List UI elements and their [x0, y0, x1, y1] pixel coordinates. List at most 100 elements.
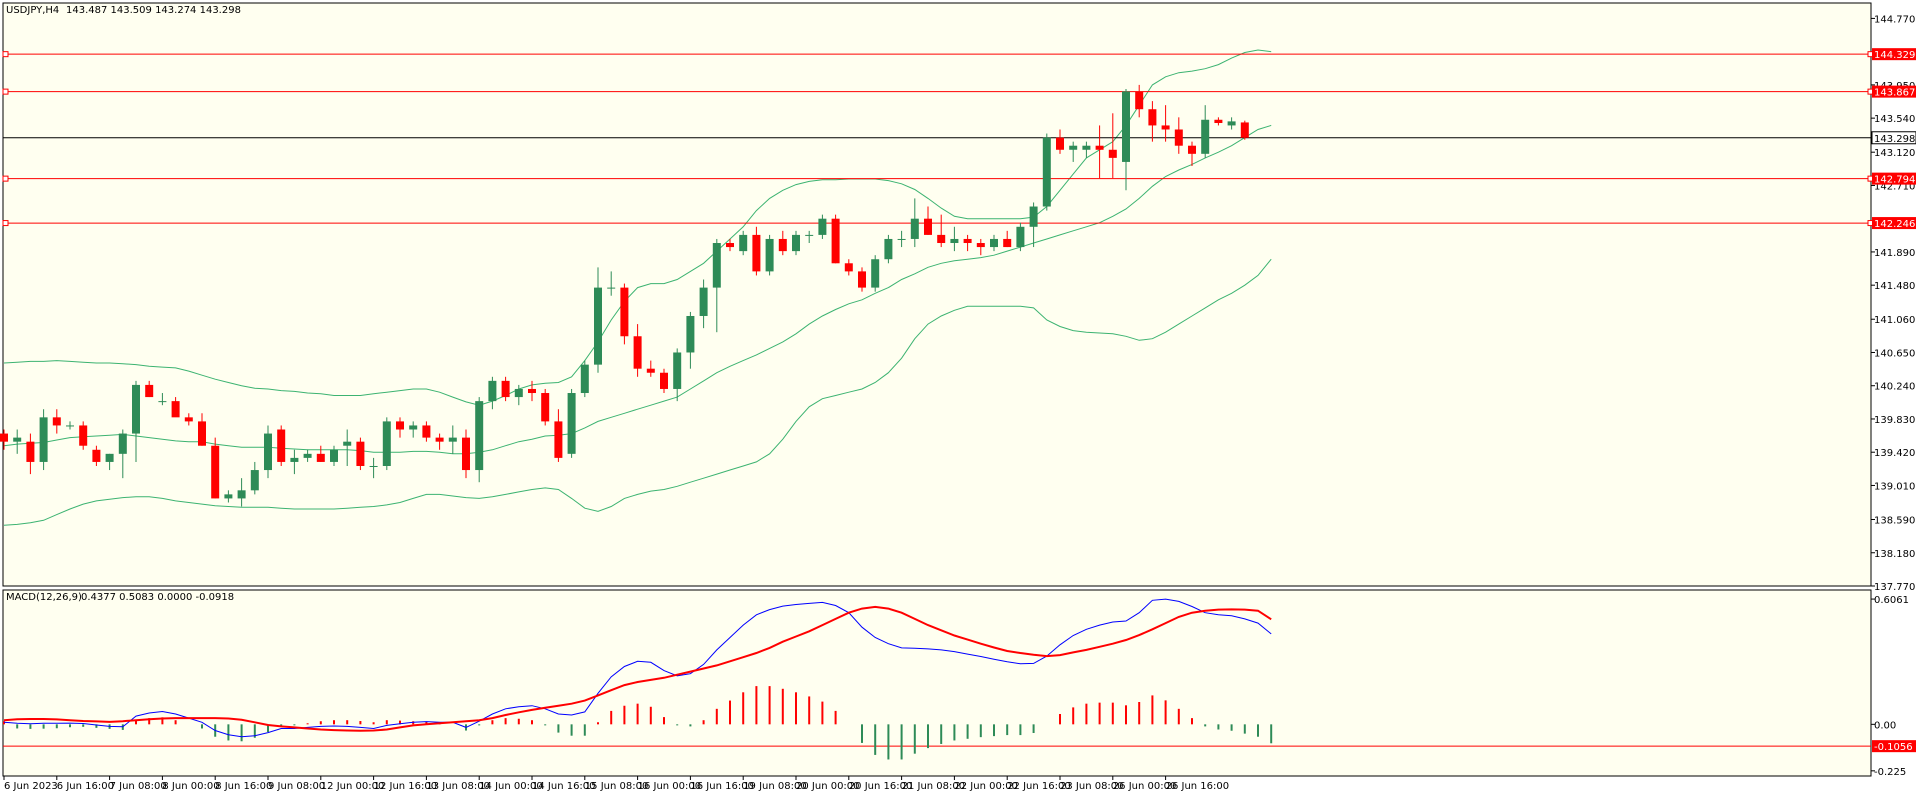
candle-body: [1135, 91, 1144, 110]
time-tick-label: 6 Jun 16:00: [57, 781, 114, 792]
bull-candle: [409, 421, 418, 438]
candle-body: [26, 441, 35, 462]
bear-candle: [422, 421, 431, 442]
candle-body: [594, 287, 602, 365]
candle-body: [343, 441, 352, 446]
level-price-label: 143.867: [1874, 88, 1915, 99]
candle-body: [290, 457, 299, 462]
candle-body: [1161, 125, 1170, 130]
price-panel[interactable]: [2, 2, 1872, 587]
level-handle-left[interactable]: [2, 88, 9, 95]
candle-body: [541, 393, 550, 422]
candle-body: [528, 388, 536, 394]
candle-body: [792, 234, 800, 252]
bull-candle: [382, 417, 391, 471]
bull-candle: [250, 461, 259, 495]
candle-body: [778, 238, 787, 252]
price-tick-label: 138.590: [1874, 516, 1915, 527]
bull-candle: [475, 397, 484, 483]
candle-body: [831, 218, 840, 264]
bull-candle: [369, 457, 378, 479]
level-price-tag: [1872, 85, 1916, 98]
bear-candle: [633, 324, 642, 377]
candle-body: [39, 417, 48, 462]
bear-candle: [1214, 117, 1223, 126]
candle-body: [184, 417, 193, 422]
macd-panel[interactable]: [2, 589, 1872, 777]
level-handle-left[interactable]: [2, 51, 9, 58]
bull-candle: [871, 255, 880, 292]
bear-candle: [1188, 141, 1196, 166]
price-tick-label: 143.540: [1874, 114, 1915, 125]
bull-candle: [343, 429, 352, 466]
candle-body: [198, 421, 206, 446]
bear-candle: [924, 206, 932, 235]
candle-body: [0, 433, 8, 442]
candle-body: [237, 490, 246, 499]
candle-body: [1056, 137, 1064, 150]
time-tick-label: 26 Jun 00:00: [1113, 781, 1177, 792]
price-tick-label: 140.240: [1874, 382, 1915, 393]
bull-candle: [910, 198, 919, 248]
candle-body: [1095, 145, 1104, 150]
level-handle-left[interactable]: [2, 175, 9, 182]
bull-candle: [237, 478, 246, 507]
candle-body: [462, 437, 470, 471]
bull-candle: [264, 425, 272, 479]
candle-body: [924, 218, 932, 235]
candle-body: [382, 421, 391, 466]
candle-body: [805, 234, 814, 236]
bear-candle: [1148, 101, 1157, 142]
bull-candle: [448, 425, 457, 454]
candle-body: [765, 238, 774, 272]
bull-candle: [118, 429, 127, 479]
bull-candle: [567, 388, 576, 458]
bear-candle: [211, 437, 220, 499]
bull-candle: [39, 409, 48, 471]
bear-candle: [198, 413, 206, 446]
bear-candle: [528, 380, 536, 402]
macd-tick-label: -0.225: [1874, 767, 1906, 778]
price-tick-label: 139.830: [1874, 415, 1915, 426]
bear-candle: [1240, 120, 1249, 140]
candle-body: [554, 421, 563, 458]
price-tick-label: 141.890: [1874, 248, 1915, 259]
candle-body: [976, 243, 985, 248]
candle-body: [752, 234, 761, 272]
bull-candle: [818, 214, 827, 239]
horizontal-levels[interactable]: 144.329 143.867 142.794 142.246 143.298: [2, 48, 1916, 230]
bull-candle: [158, 393, 167, 406]
current-price-tag: [1871, 131, 1916, 145]
bear-candle: [778, 230, 787, 256]
time-tick-label: 12 Jun 16:00: [374, 781, 438, 792]
candle-body: [422, 425, 431, 438]
time-tick-label: 12 Jun 00:00: [321, 781, 385, 792]
level-price-label: 142.246: [1874, 219, 1915, 230]
bear-candle: [831, 214, 840, 264]
macd-line: [3, 598, 1272, 738]
bull-candle: [1069, 141, 1078, 162]
candle-body: [1174, 129, 1183, 146]
candle-body: [567, 393, 576, 454]
bear-candle: [660, 368, 668, 394]
time-tick-label: 19 Jun 08:00: [743, 781, 807, 792]
time-axis: 6 Jun 2023 6 Jun 16:007 Jun 08:008 Jun 00…: [3, 776, 1229, 792]
candle-body: [858, 271, 866, 288]
bear-candle: [963, 234, 972, 252]
bear-candle: [1003, 230, 1012, 248]
candle-body: [1227, 121, 1236, 126]
level-price-tag: [1872, 48, 1916, 61]
ohlc-readout: 143.487 143.509 143.274 143.298: [66, 5, 241, 16]
time-tick-label: 14 Jun 00:00: [479, 781, 543, 792]
candle-body: [211, 445, 220, 499]
candle-body: [950, 238, 959, 244]
level-handle-left[interactable]: [2, 220, 9, 227]
bear-candle: [79, 421, 88, 450]
candle-body: [1148, 109, 1157, 126]
bear-candle: [1108, 113, 1117, 179]
time-tick-label: 20 Jun 00:00: [796, 781, 860, 792]
bull-candle: [13, 429, 22, 454]
candle-body: [990, 238, 998, 248]
candle-body: [937, 234, 946, 244]
